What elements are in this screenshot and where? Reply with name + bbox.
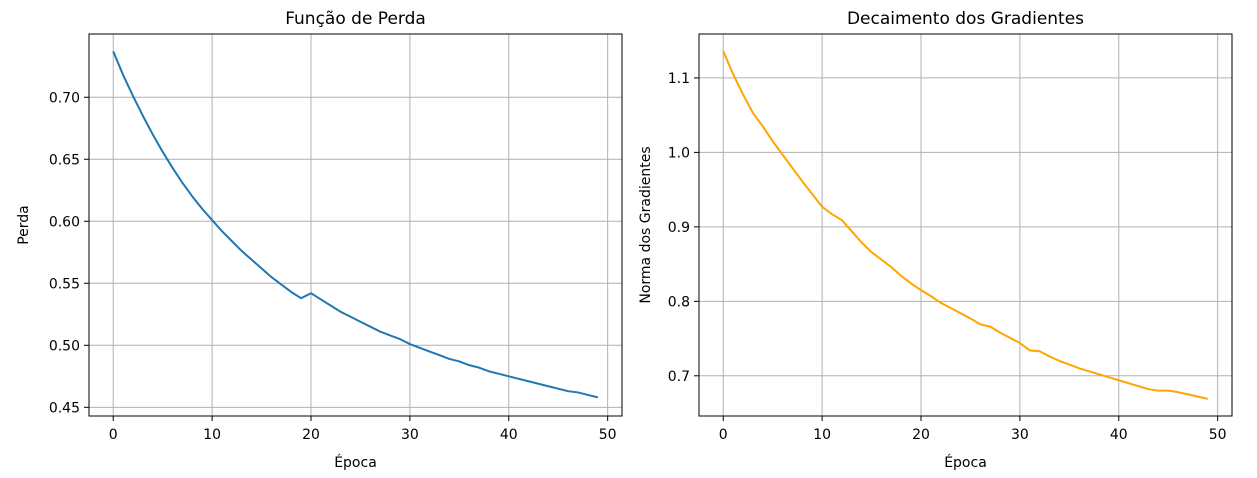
chart1-x-tick-label: 10 [813,427,831,443]
chart1-title: Decaimento dos Gradientes [847,9,1084,29]
chart1-series-line [722,50,1208,400]
chart1-y-tick-label: 1.0 [668,145,690,161]
chart0-y-tick-label: 0.70 [49,90,80,106]
chart1-y-tick-label: 0.8 [668,294,690,310]
chart1-x-axis-label: Época [944,454,987,471]
chart0-x-tick-label: 0 [109,427,118,443]
chart1-x-tick-label: 30 [1011,427,1029,443]
gradient-chart: 0 10 20 30 40 50 0.7 0.8 0.9 1.0 1.1 Decaimento dos… [638,9,1233,471]
chart1-x-tick-label: 20 [912,427,930,443]
chart1-y-tick-label: 0.7 [668,369,690,385]
chart0-x-tick-label: 50 [599,427,617,443]
chart0-axes-frame [88,33,623,417]
chart0-series-line [112,50,599,399]
chart0-x-axis-label: Época [334,454,377,471]
chart1-x-tick-label: 0 [719,427,728,443]
loss-chart: 0 10 20 30 40 50 0.45 0.50 0.55 0.60 0.65 0.70 Funçã… [16,9,623,471]
chart0-y-axis-label: Perda [16,205,32,245]
chart0-y-tick-label: 0.55 [49,276,80,292]
chart1-x-tick-label: 50 [1209,427,1227,443]
chart0-y-tick-label: 0.60 [49,214,80,230]
chart0-y-tick-label: 0.45 [49,400,80,416]
chart0-x-tick-label: 40 [500,427,518,443]
chart0-title: Função de Perda [285,9,426,29]
chart0-x-tick-label: 30 [401,427,419,443]
chart1-y-tick-label: 1.1 [668,71,690,87]
chart0-x-tick-label: 10 [203,427,221,443]
chart0-y-tick-label: 0.65 [49,152,80,168]
chart1-y-tick-label: 0.9 [668,220,690,236]
chart0-x-tick-label: 20 [302,427,320,443]
chart0-y-tick-label: 0.50 [49,338,80,354]
chart1-y-axis-label: Norma dos Gradientes [638,146,654,303]
chart1-axes-frame [698,33,1233,417]
chart1-x-tick-label: 40 [1110,427,1128,443]
